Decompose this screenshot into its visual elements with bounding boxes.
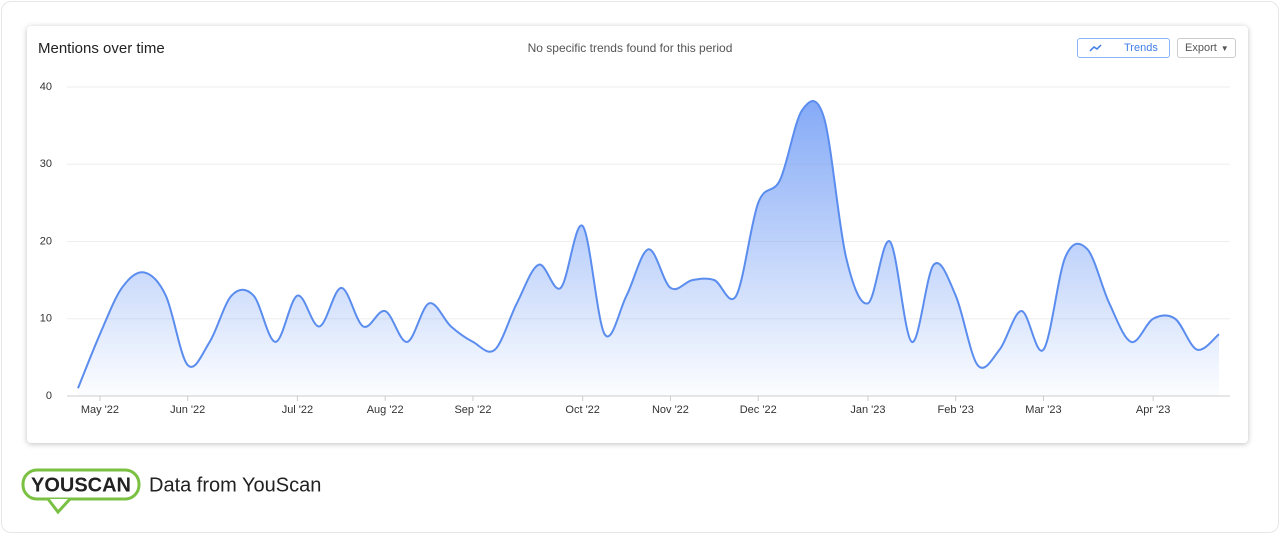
trends-icon (1089, 44, 1102, 52)
y-tick-label: 10 (40, 313, 52, 325)
export-label: Export (1185, 42, 1217, 54)
trends-label: Trends (1124, 42, 1158, 54)
x-tick-label: Dec '22 (740, 404, 777, 416)
x-tick-label: Sep '22 (454, 404, 491, 416)
y-tick-label: 0 (46, 390, 52, 402)
logo-text: YOUSCAN (31, 474, 131, 496)
chart-note: No specific trends found for this period (528, 41, 733, 55)
y-tick-label: 30 (40, 158, 52, 170)
x-tick-label: Nov '22 (652, 404, 689, 416)
x-tick-label: Mar '23 (1025, 404, 1061, 416)
footer-logo: YOUSCAN Data from YouScan (21, 468, 321, 515)
x-tick-label: Jul '22 (282, 404, 313, 416)
x-tick-label: Aug '22 (367, 404, 404, 416)
x-tick-label: Feb '23 (938, 404, 974, 416)
x-tick-label: Jan '23 (850, 404, 885, 416)
chart-title: Mentions over time (38, 40, 165, 57)
caret: ▼ (1220, 43, 1229, 53)
footer-text: Data from YouScan (149, 474, 321, 496)
logo-tail (46, 497, 72, 515)
logo-bubble (21, 468, 141, 501)
area-fill (78, 100, 1219, 396)
line (77, 100, 1220, 389)
trends-button[interactable]: Trends (1077, 38, 1170, 58)
x-tick-label: Oct '22 (565, 404, 600, 416)
y-tick-label: 20 (40, 235, 52, 247)
x-tick-label: Apr '23 (1136, 404, 1171, 416)
export-button[interactable]: Export ▼ (1177, 38, 1236, 58)
x-tick-label: May '22 (81, 404, 119, 416)
y-tick-label: 40 (40, 81, 52, 93)
x-tick-label: Jun '22 (170, 404, 205, 416)
